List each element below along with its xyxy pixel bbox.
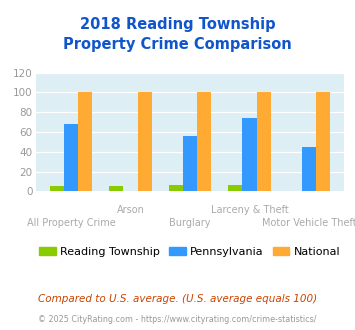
Bar [302,147,316,191]
Legend: Reading Township, Pennsylvania, National: Reading Township, Pennsylvania, National [35,242,345,261]
Text: All Property Crime: All Property Crime [27,218,115,228]
Text: © 2025 CityRating.com - https://www.cityrating.com/crime-statistics/: © 2025 CityRating.com - https://www.city… [38,315,317,324]
Bar [138,92,152,191]
Bar [257,92,271,191]
Text: Burglary: Burglary [169,218,211,228]
Bar [109,186,123,191]
Text: 2018 Reading Township
Property Crime Comparison: 2018 Reading Township Property Crime Com… [63,16,292,52]
Bar [183,136,197,191]
Bar [169,185,183,191]
Bar [228,185,242,191]
Bar [197,92,211,191]
Text: Motor Vehicle Theft: Motor Vehicle Theft [262,218,355,228]
Text: Arson: Arson [116,205,144,215]
Bar [242,118,257,191]
Text: Larceny & Theft: Larceny & Theft [211,205,288,215]
Bar [50,186,64,191]
Bar [64,124,78,191]
Bar [78,92,92,191]
Bar [316,92,330,191]
Text: Compared to U.S. average. (U.S. average equals 100): Compared to U.S. average. (U.S. average … [38,294,317,304]
